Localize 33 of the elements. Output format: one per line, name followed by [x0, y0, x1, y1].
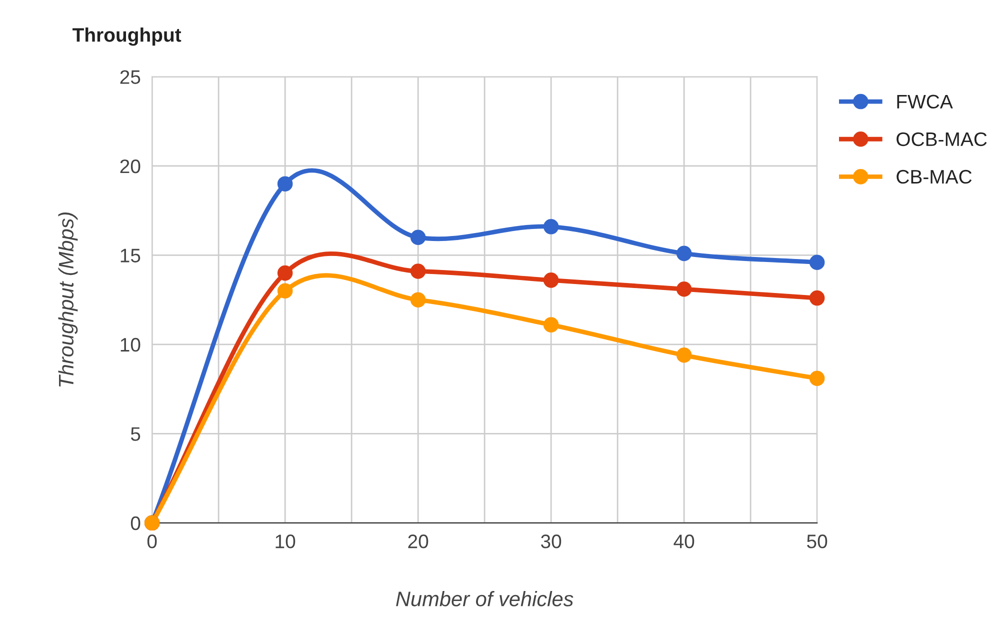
x-tick-label: 0 [147, 534, 157, 548]
x-axis-title: Number of vehicles [396, 591, 574, 606]
y-tick-label: 25 [120, 70, 140, 84]
y-axis-title: Throughput (Mbps) [58, 212, 78, 387]
point [277, 283, 293, 299]
point [410, 292, 426, 308]
point [277, 176, 293, 192]
point [809, 370, 825, 386]
y-tick-label: 15 [120, 248, 140, 262]
x-tick-label: 10 [276, 534, 296, 548]
point [277, 265, 293, 281]
point [809, 254, 825, 270]
point [809, 290, 825, 306]
point [543, 317, 559, 332]
legend-label: OCB-MAC [896, 132, 987, 146]
point [676, 246, 692, 262]
point [676, 281, 692, 297]
x-tick-label: 30 [541, 534, 562, 548]
point [543, 272, 559, 288]
y-tick-label: 0 [130, 516, 140, 530]
x-tick-label: 40 [674, 534, 694, 548]
y-tick-label: 5 [130, 427, 140, 441]
legend-label: FWCA [897, 94, 953, 109]
x-tick-label: 20 [408, 534, 428, 548]
x-tick-label: 50 [807, 534, 828, 548]
legend-label: CB-MAC [896, 170, 972, 184]
point [543, 219, 559, 234]
point [676, 348, 692, 363]
point [410, 230, 426, 246]
point [410, 264, 426, 279]
chart-title: Throughput [72, 28, 182, 46]
y-tick-label: 10 [120, 338, 140, 352]
y-tick-label: 20 [120, 159, 140, 174]
